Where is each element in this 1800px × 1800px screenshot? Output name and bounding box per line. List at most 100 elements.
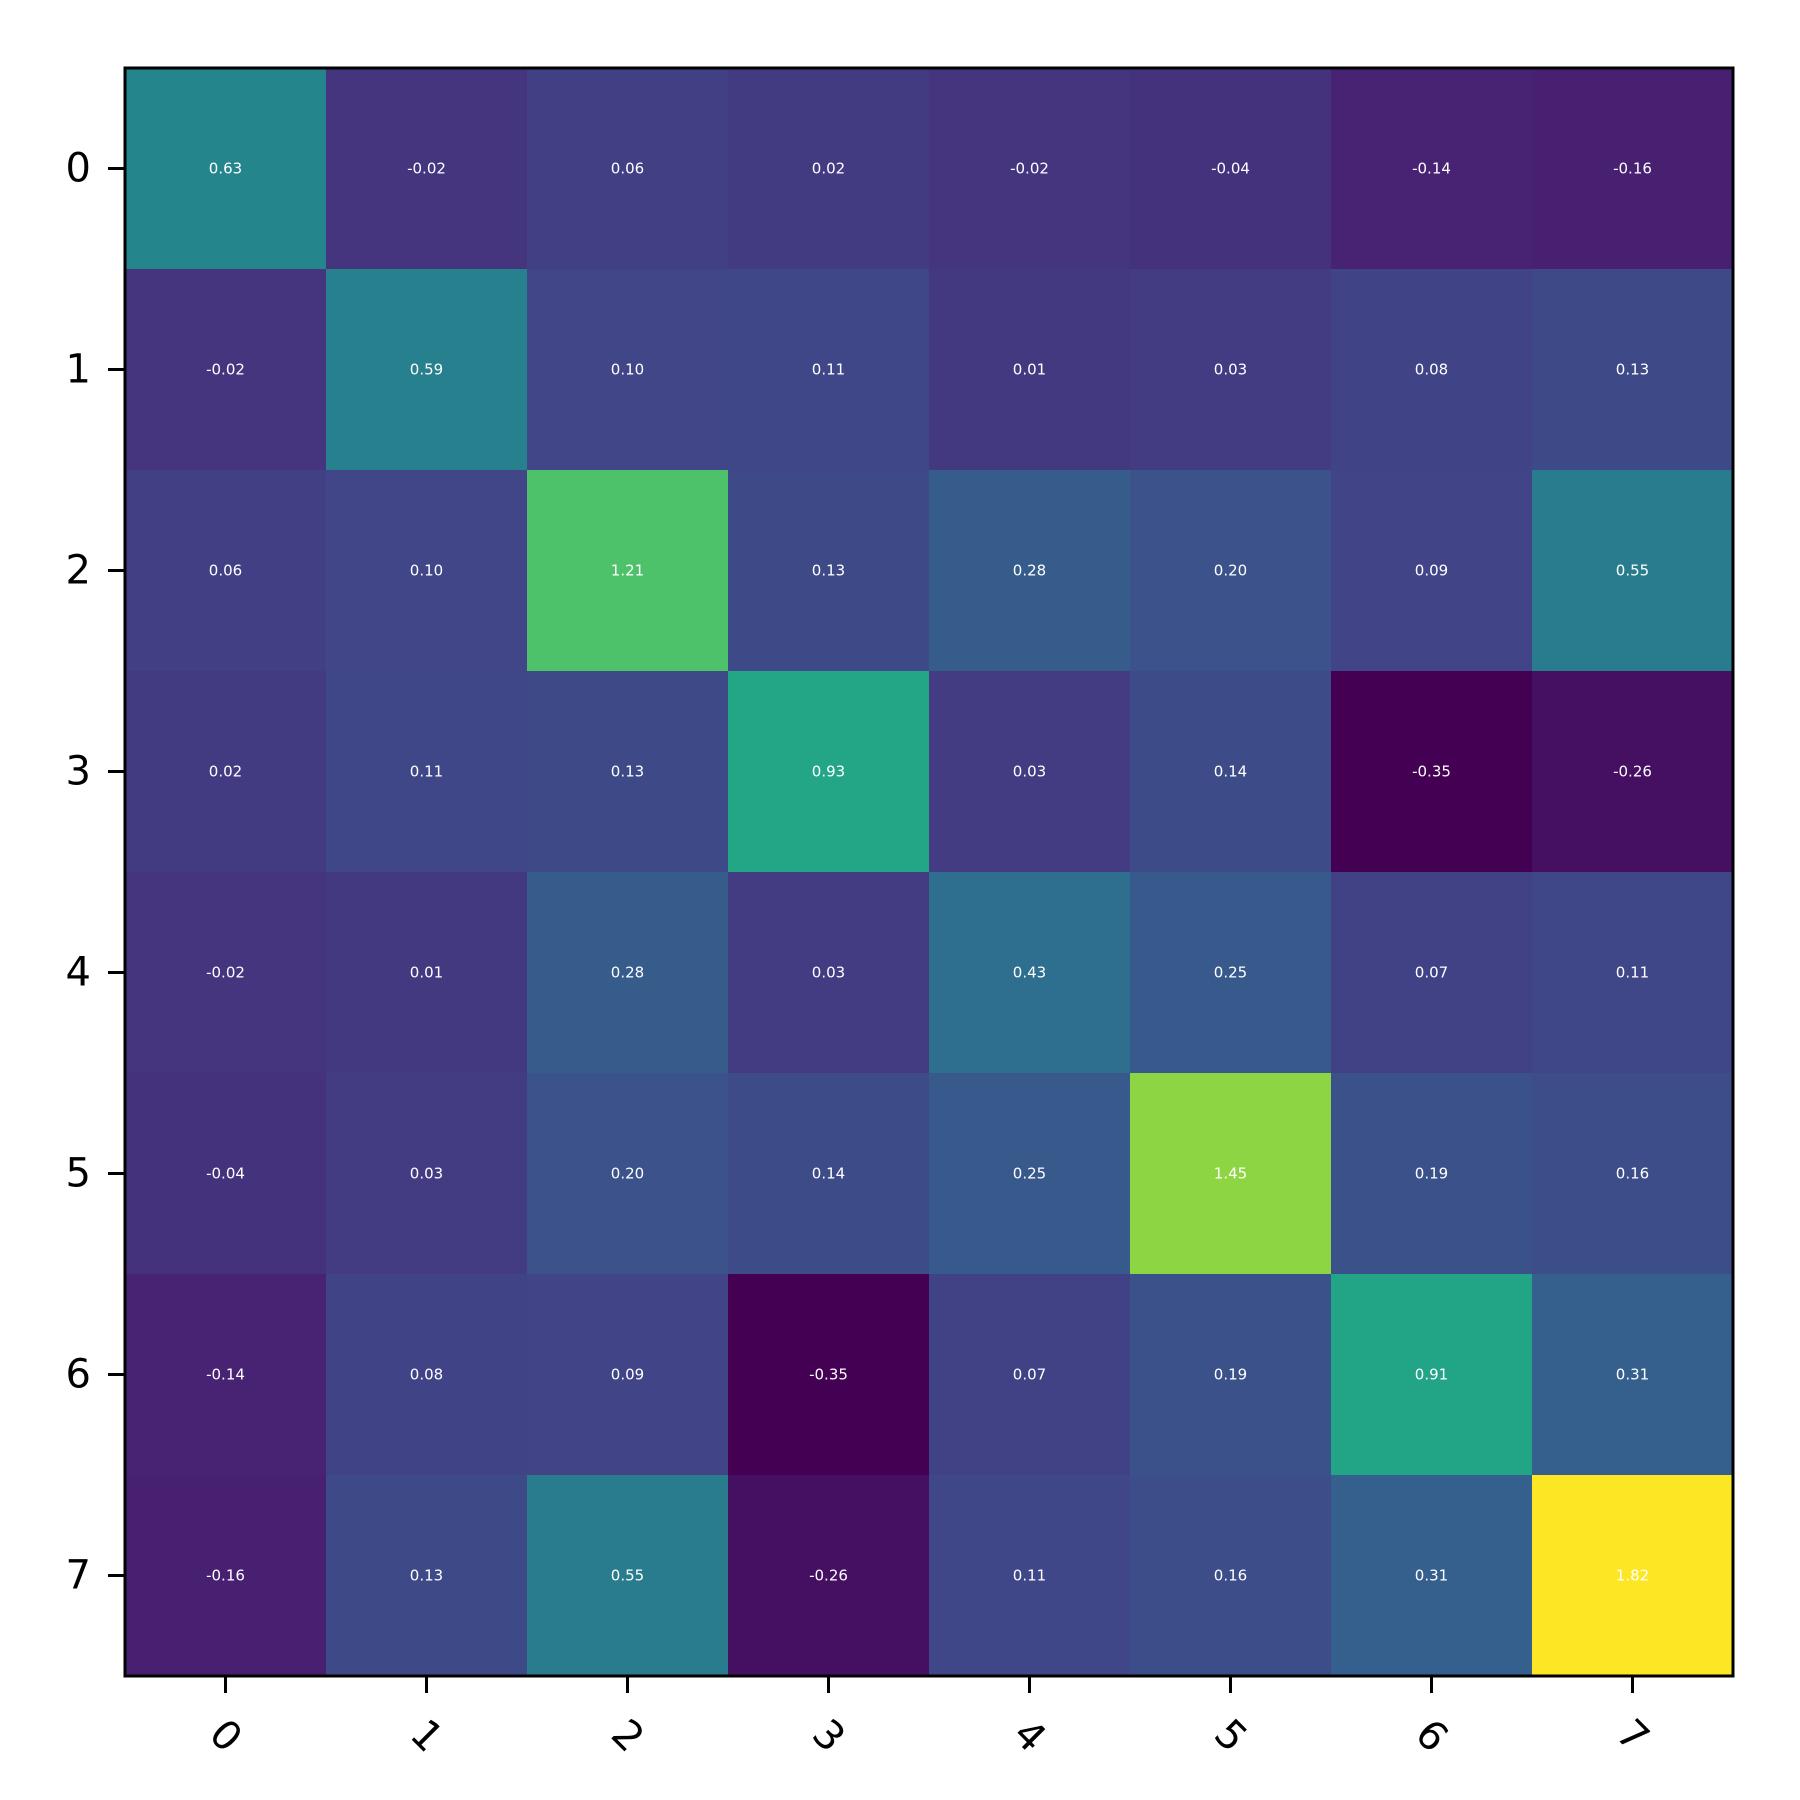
heatmap-cell-r1-c3 xyxy=(728,269,930,471)
cell-value-label-r2-c2: 1.21 xyxy=(611,562,644,580)
plot-area-frame xyxy=(123,66,1735,1678)
cell-value-label-r6-c2: 0.09 xyxy=(611,1366,644,1384)
heatmap-cell-r6-c3 xyxy=(728,1274,930,1476)
cell-value-label-r4-c3: 0.03 xyxy=(812,964,845,982)
heatmap-cell-r0-c1 xyxy=(326,68,528,270)
heatmap-cell-r3-c4 xyxy=(929,671,1131,873)
heatmap-cell-r4-c1 xyxy=(326,872,528,1074)
x-tick-label-6: 6 xyxy=(1406,1711,1457,1762)
cell-value-label-r6-c0: -0.14 xyxy=(206,1366,245,1384)
y-tick-label-7: 7 xyxy=(66,1553,91,1599)
x-tick-label-2: 2 xyxy=(602,1711,653,1762)
heatmap-cell-r5-c3 xyxy=(728,1073,930,1275)
heatmap-cell-r6-c5 xyxy=(1130,1274,1332,1476)
cell-value-label-r0-c2: 0.06 xyxy=(611,160,644,178)
cell-value-label-r0-c5: -0.04 xyxy=(1211,160,1250,178)
cell-value-label-r0-c0: 0.63 xyxy=(209,160,242,178)
cell-value-label-r4-c2: 0.28 xyxy=(611,964,644,982)
cell-value-label-r0-c6: -0.14 xyxy=(1412,160,1451,178)
cell-value-label-r2-c7: 0.55 xyxy=(1616,562,1649,580)
cell-value-label-r3-c7: -0.26 xyxy=(1613,763,1652,781)
cell-value-label-r3-c6: -0.35 xyxy=(1412,763,1451,781)
cell-value-label-r7-c4: 0.11 xyxy=(1013,1567,1046,1585)
x-tick-label-3: 3 xyxy=(803,1711,854,1762)
y-tick-label-2: 2 xyxy=(66,548,91,594)
x-axis: 0 1 2 3 4 5 6 7 xyxy=(200,1676,1658,1761)
cell-value-label-r5-c0: -0.04 xyxy=(206,1165,245,1183)
heatmap-cell-r4-c4 xyxy=(929,872,1131,1074)
heatmap-cell-r5-c6 xyxy=(1331,1073,1533,1275)
heatmap-cell-r6-c1 xyxy=(326,1274,528,1476)
heatmap-cell-r2-c7 xyxy=(1532,470,1734,672)
cell-value-label-r7-c7: 1.82 xyxy=(1616,1567,1649,1585)
cell-value-label-r2-c6: 0.09 xyxy=(1415,562,1448,580)
cell-value-label-r4-c5: 0.25 xyxy=(1214,964,1247,982)
cell-value-label-r7-c0: -0.16 xyxy=(206,1567,245,1585)
heatmap-cell-r7-c2 xyxy=(527,1475,729,1677)
cell-value-label-r0-c1: -0.02 xyxy=(407,160,446,178)
heatmap-cell-r0-c6 xyxy=(1331,68,1533,270)
heatmap-cell-r2-c1 xyxy=(326,470,528,672)
heatmap-cell-r3-c1 xyxy=(326,671,528,873)
heatmap-cell-labels: 0.63 -0.02 0.06 0.02 -0.02 -0.04 -0.14 -0.16 -0.… xyxy=(206,160,1652,1585)
cell-value-label-r2-c0: 0.06 xyxy=(209,562,242,580)
cell-value-label-r3-c4: 0.03 xyxy=(1013,763,1046,781)
heatmap-cells xyxy=(125,68,1734,1677)
cell-value-label-r4-c0: -0.02 xyxy=(206,964,245,982)
cell-value-label-r2-c3: 0.13 xyxy=(812,562,845,580)
heatmap-cell-r3-c0 xyxy=(125,671,327,873)
x-tick-label-1: 1 xyxy=(401,1711,452,1762)
cell-value-label-r4-c7: 0.11 xyxy=(1616,964,1649,982)
heatmap-cell-r7-c3 xyxy=(728,1475,930,1677)
y-tick-label-3: 3 xyxy=(66,749,91,795)
cell-value-label-r3-c2: 0.13 xyxy=(611,763,644,781)
cell-value-label-r7-c6: 0.31 xyxy=(1415,1567,1448,1585)
heatmap-cell-r4-c7 xyxy=(1532,872,1734,1074)
heatmap-cell-r1-c5 xyxy=(1130,269,1332,471)
cell-value-label-r3-c1: 0.11 xyxy=(410,763,443,781)
cell-value-label-r1-c3: 0.11 xyxy=(812,361,845,379)
heatmap-cell-r3-c5 xyxy=(1130,671,1332,873)
cell-value-label-r5-c3: 0.14 xyxy=(812,1165,845,1183)
heatmap-cell-r5-c7 xyxy=(1532,1073,1734,1275)
cell-value-label-r1-c4: 0.01 xyxy=(1013,361,1046,379)
cell-value-label-r2-c1: 0.10 xyxy=(410,562,443,580)
cell-value-label-r2-c5: 0.20 xyxy=(1214,562,1247,580)
heatmap-cell-r5-c5 xyxy=(1130,1073,1332,1275)
cell-value-label-r5-c6: 0.19 xyxy=(1415,1165,1448,1183)
heatmap-cell-r1-c7 xyxy=(1532,269,1734,471)
heatmap-cell-r5-c4 xyxy=(929,1073,1131,1275)
heatmap-cell-r2-c6 xyxy=(1331,470,1533,672)
heatmap-cell-r1-c1 xyxy=(326,269,528,471)
heatmap-cell-r0-c3 xyxy=(728,68,930,270)
heatmap-cell-r7-c1 xyxy=(326,1475,528,1677)
heatmap-cell-r0-c0 xyxy=(125,68,327,270)
heatmap-cell-r2-c0 xyxy=(125,470,327,672)
y-tick-label-4: 4 xyxy=(66,950,91,996)
heatmap-cell-r5-c0 xyxy=(125,1073,327,1275)
y-tick-label-1: 1 xyxy=(66,347,91,393)
heatmap-cell-r7-c6 xyxy=(1331,1475,1533,1677)
heatmap-cell-r2-c4 xyxy=(929,470,1131,672)
cell-value-label-r6-c5: 0.19 xyxy=(1214,1366,1247,1384)
cell-value-label-r5-c5: 1.45 xyxy=(1214,1165,1247,1183)
cell-value-label-r0-c3: 0.02 xyxy=(812,160,845,178)
heatmap-cell-r1-c0 xyxy=(125,269,327,471)
heatmap-cell-r3-c6 xyxy=(1331,671,1533,873)
cell-value-label-r6-c6: 0.91 xyxy=(1415,1366,1448,1384)
cell-value-label-r5-c1: 0.03 xyxy=(410,1165,443,1183)
cell-value-label-r4-c6: 0.07 xyxy=(1415,964,1448,982)
cell-value-label-r1-c6: 0.08 xyxy=(1415,361,1448,379)
heatmap-cell-r5-c2 xyxy=(527,1073,729,1275)
heatmap-cell-r6-c4 xyxy=(929,1274,1131,1476)
heatmap-cell-r2-c2 xyxy=(527,470,729,672)
heatmap-cell-r1-c2 xyxy=(527,269,729,471)
cell-value-label-r2-c4: 0.28 xyxy=(1013,562,1046,580)
heatmap-cell-r0-c2 xyxy=(527,68,729,270)
cell-value-label-r4-c4: 0.43 xyxy=(1013,964,1046,982)
x-tick-label-4: 4 xyxy=(1004,1711,1055,1762)
heatmap-cell-r6-c6 xyxy=(1331,1274,1533,1476)
heatmap-cell-r5-c1 xyxy=(326,1073,528,1275)
cell-value-label-r6-c4: 0.07 xyxy=(1013,1366,1046,1384)
